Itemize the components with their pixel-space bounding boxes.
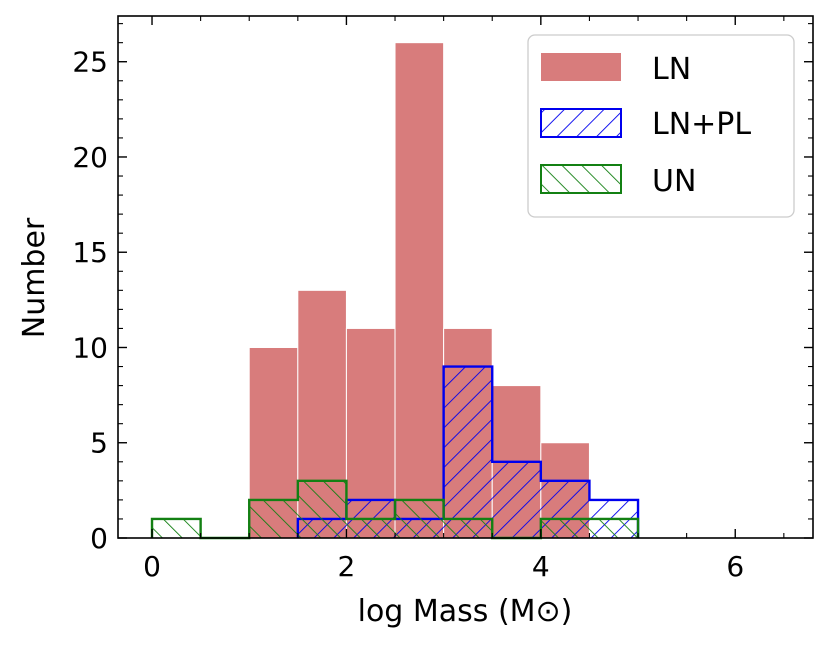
un-bar-4 — [395, 499, 444, 538]
ln-pl-bar-4 — [492, 461, 541, 538]
un-bars — [150, 479, 640, 540]
x-tick-label-3: 6 — [726, 550, 744, 583]
y-tick-label-3: 15 — [72, 236, 108, 269]
legend-label-ln-pl: LN+PL — [652, 107, 751, 142]
un-bar-6 — [540, 518, 590, 538]
un-bar-1 — [249, 499, 298, 538]
x-axis-title: log Mass (M⊙) — [358, 594, 573, 629]
y-tick-label-4: 20 — [72, 141, 108, 174]
y-tick-labels: 0 5 10 15 20 25 — [72, 46, 108, 555]
y-tick-label-0: 0 — [90, 522, 108, 555]
legend: LN LN+PL UN — [527, 34, 795, 218]
un-bar-7 — [589, 518, 639, 538]
x-tick-label-1: 2 — [338, 550, 356, 583]
x-tick-label-0: 0 — [143, 550, 161, 583]
ln-bar-3 — [394, 42, 445, 539]
legend-swatch-ln-pl — [540, 108, 622, 138]
legend-swatch-un — [540, 164, 622, 194]
legend-swatch-ln — [541, 53, 621, 81]
un-bar-0 — [152, 518, 201, 538]
legend-label-un: UN — [652, 164, 696, 199]
ln-pl-bar-3 — [443, 366, 493, 538]
axis-ticks — [118, 16, 813, 539]
un-bar-3 — [346, 518, 396, 538]
y-tick-label-1: 5 — [90, 427, 108, 460]
un-bar-5 — [443, 518, 493, 538]
legend-label-ln: LN — [652, 52, 691, 87]
y-tick-label-5: 25 — [72, 46, 108, 79]
y-axis-title: Number — [17, 217, 52, 338]
y-tick-label-2: 10 — [72, 331, 108, 364]
x-tick-label-2: 4 — [532, 550, 550, 583]
un-bar-2 — [297, 480, 347, 538]
x-tick-labels: 0 2 4 6 — [143, 550, 744, 583]
plot-frame — [117, 15, 814, 539]
